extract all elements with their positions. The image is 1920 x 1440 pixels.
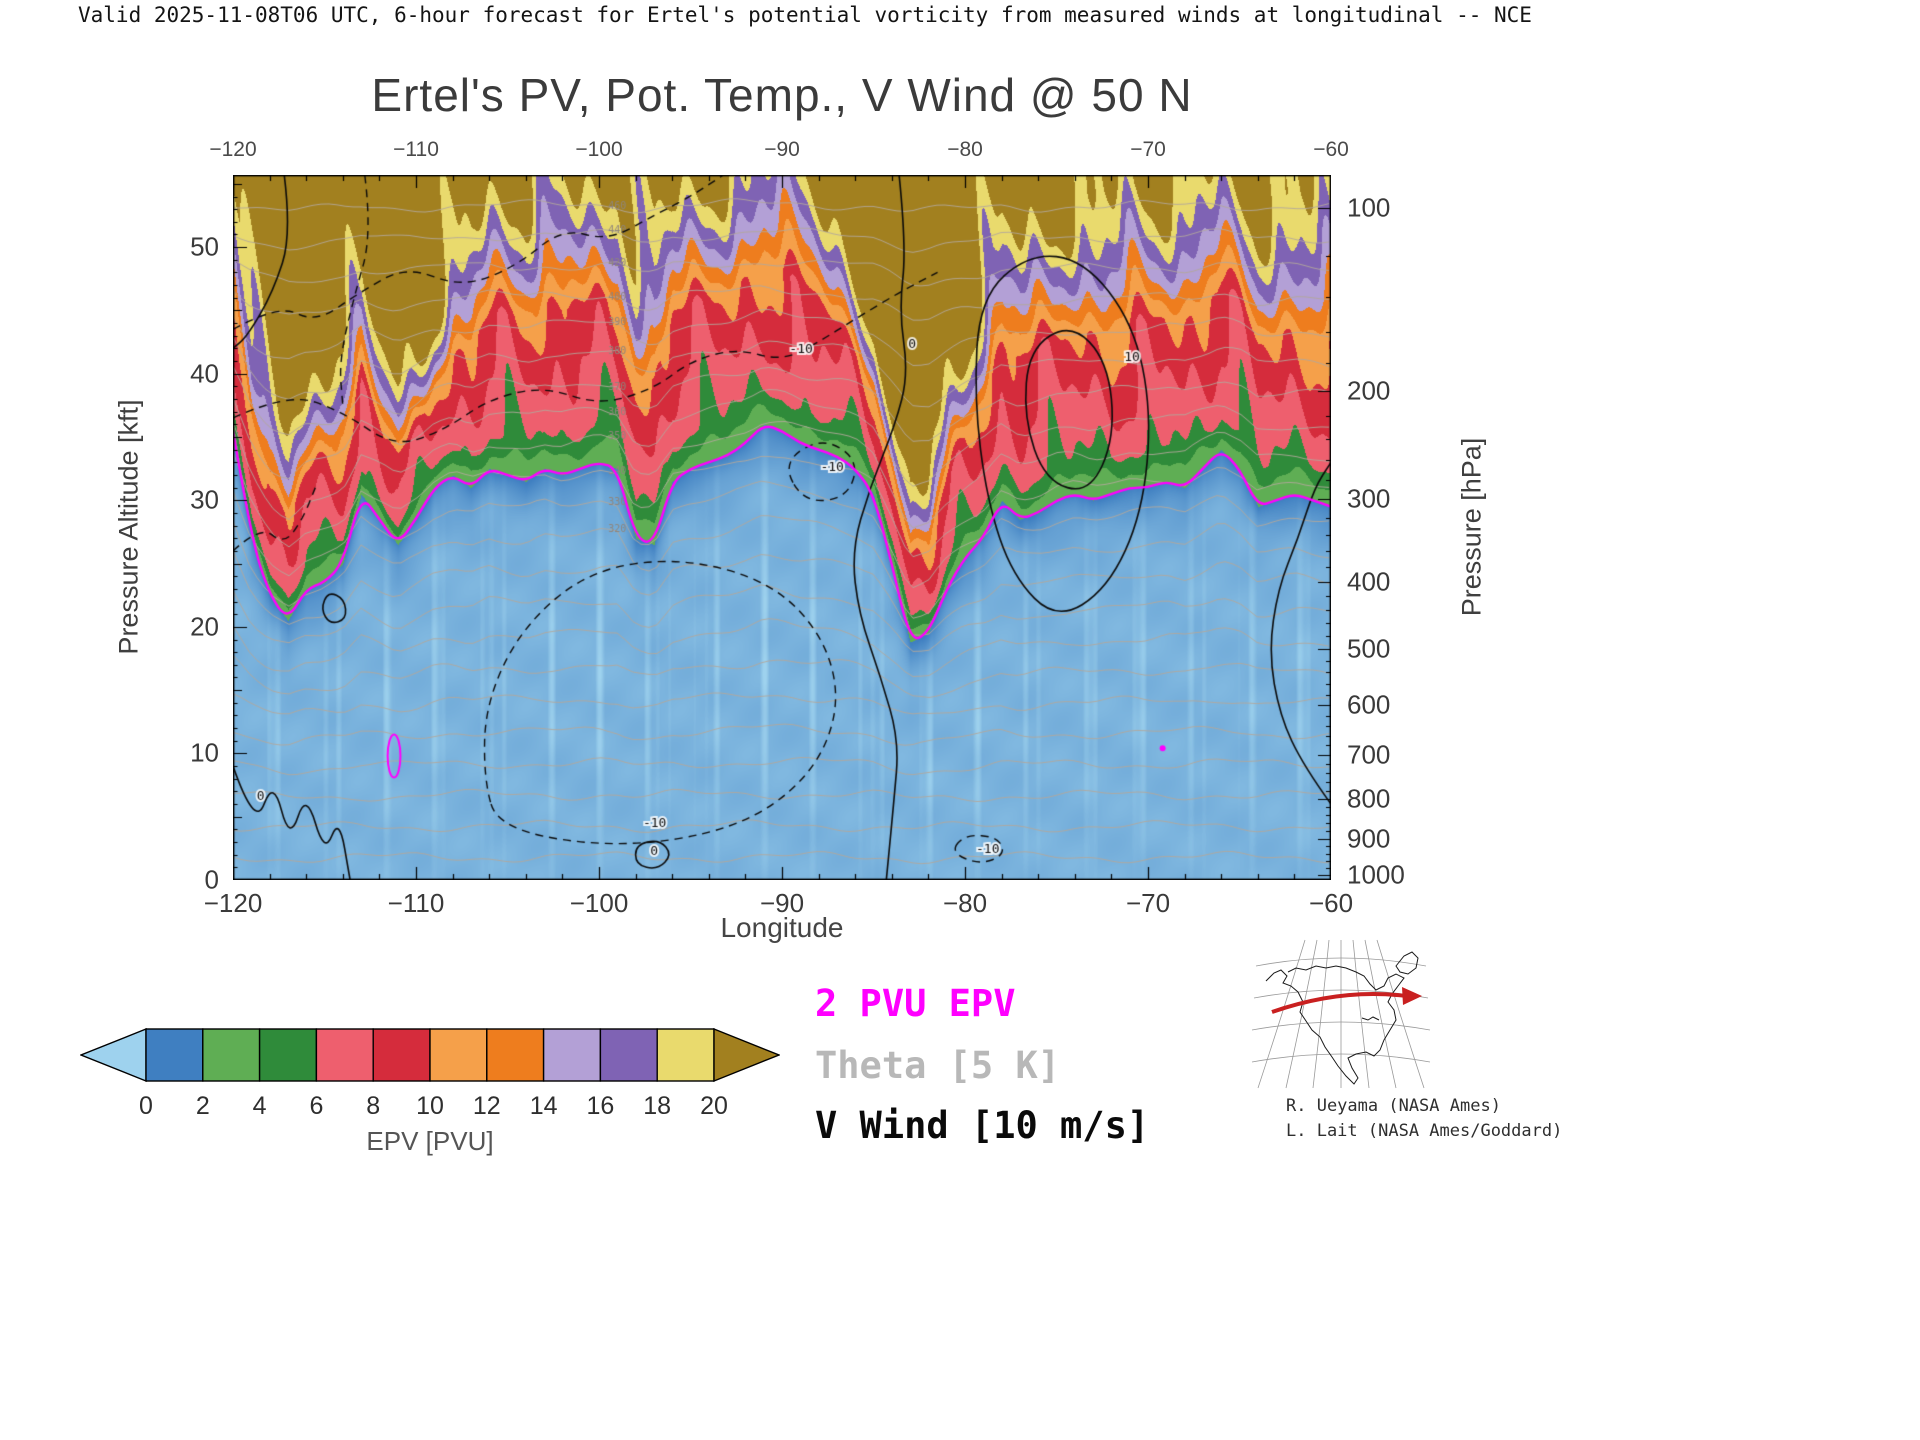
legend-2pvu-epv: 2 PVU EPV: [815, 982, 1016, 1025]
colorbar-segment: [486, 1028, 545, 1082]
pressure-tick-label: 100: [1347, 192, 1391, 223]
epv-colorbar: 0 2 4 6 8 10 12 14 16 18 20 EPV [PVU]: [79, 1027, 781, 1178]
pressure-tick-label: 1000: [1347, 859, 1405, 890]
altitude-tick-label: 40: [190, 358, 219, 389]
credit-line-2: L. Lait (NASA Ames/Goddard): [1286, 1121, 1563, 1141]
legend-vwind: V Wind [10 m/s]: [815, 1104, 1150, 1147]
x-tick-label-top: −110: [393, 138, 439, 161]
x-tick-label-top: −80: [947, 138, 983, 161]
pressure-tick-label: 200: [1347, 375, 1391, 406]
colorbar-under-arrow: [79, 1027, 147, 1083]
map-inset: [1251, 939, 1431, 1089]
y-axis-label-left: Pressure Altitude [kft]: [113, 399, 144, 655]
pressure-tick-label: 600: [1347, 689, 1391, 720]
x-tick-label-top: −90: [764, 138, 800, 161]
colorbar-segment: [315, 1028, 374, 1082]
pressure-tick-label: 900: [1347, 823, 1391, 854]
colorbar-tick-label: 12: [472, 1092, 501, 1120]
pressure-tick-label: 500: [1347, 633, 1391, 664]
plot-title: Ertel's PV, Pot. Temp., V Wind @ 50 N: [371, 69, 1193, 121]
colorbar-segment: [542, 1028, 602, 1082]
validity-header: Valid 2025-11-08T06 UTC, 6-hour forecast…: [78, 3, 1532, 27]
altitude-tick-label: 20: [190, 611, 219, 642]
altitude-tick-label: 30: [190, 484, 219, 515]
x-tick-label-top: −100: [575, 138, 623, 161]
y-axis-label-right: Pressure [hPa]: [1456, 437, 1487, 617]
altitude-tick-label: 10: [190, 737, 219, 768]
colorbar-tick-label: 20: [700, 1092, 728, 1120]
map-graticule: [1251, 939, 1431, 1089]
pv-cross-section-plot: [233, 175, 1331, 880]
colorbar-segment: [258, 1028, 318, 1082]
epv-colorbar-bar: [79, 1027, 781, 1083]
colorbar-segment: [145, 1028, 204, 1082]
x-tick-label-top: −120: [209, 138, 257, 161]
colorbar-tick-label: 2: [195, 1092, 210, 1120]
colorbar-segment: [656, 1028, 715, 1082]
x-tick-label-top: −70: [1130, 138, 1166, 161]
cross-section-track: [1271, 987, 1422, 1014]
colorbar-tick-label: 18: [643, 1092, 672, 1120]
colorbar-tick-label: 16: [586, 1092, 615, 1120]
colorbar-segment: [202, 1028, 261, 1082]
pressure-tick-label: 300: [1347, 483, 1391, 514]
track-arrowhead: [1402, 987, 1422, 1005]
pressure-tick-label: 800: [1347, 783, 1391, 814]
map-coastline: [1265, 951, 1419, 1085]
colorbar-tick-label: 14: [529, 1092, 558, 1120]
legend-theta: Theta [5 K]: [815, 1044, 1061, 1087]
pressure-tick-label: 700: [1347, 739, 1391, 770]
altitude-tick-label: 50: [190, 231, 219, 262]
colorbar-label: EPV [PVU]: [366, 1126, 494, 1156]
colorbar-segment: [372, 1028, 431, 1082]
colorbar-tick-label: 6: [309, 1092, 324, 1120]
colorbar-tick-label: 4: [252, 1092, 267, 1120]
pressure-tick-label: 400: [1347, 566, 1391, 597]
colorbar-tick-label: 0: [139, 1092, 153, 1120]
colorbar-tick-label: 10: [416, 1092, 444, 1120]
colorbar-over-arrow: [713, 1027, 781, 1083]
altitude-tick-label: 0: [204, 864, 219, 895]
x-axis-label: Longitude: [720, 912, 844, 943]
x-tick-label-top: −60: [1313, 138, 1349, 161]
credit-line-1: R. Ueyama (NASA Ames): [1286, 1096, 1501, 1116]
colorbar-segment: [599, 1028, 658, 1082]
colorbar-tick-label: 8: [366, 1092, 381, 1120]
colorbar-segment: [429, 1028, 488, 1082]
